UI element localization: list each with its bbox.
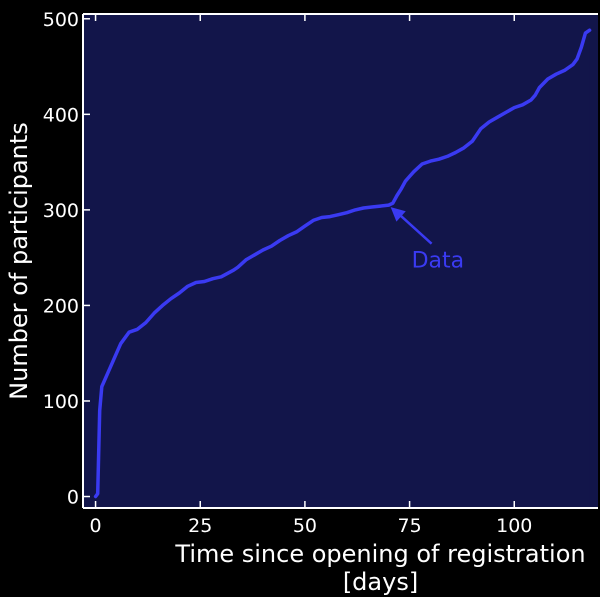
annotation-arrow-shaft	[395, 211, 433, 245]
y-axis-title: Number of participants	[5, 122, 33, 400]
annotations: Data	[390, 207, 465, 274]
x-axis-title-line: Time since opening of registration	[174, 540, 585, 568]
annotation-arrow-head	[390, 207, 406, 222]
annotation-label: Data	[412, 249, 465, 274]
x-tick-label: 0	[90, 515, 102, 537]
y-tick-label: 500	[43, 9, 79, 31]
x-tick-label: 75	[397, 515, 421, 537]
x-axis-title-line: [days]	[343, 568, 418, 596]
y-axis-ticks: 0 100 200 300 400 500	[43, 9, 90, 509]
y-tick-label: 100	[43, 391, 79, 413]
y-tick-label: 200	[43, 295, 79, 317]
y-tick-label: 0	[67, 487, 79, 509]
x-tick-label: 100	[496, 515, 532, 537]
x-axis-title: Time since opening of registration [days]	[174, 540, 585, 596]
series-line	[93, 28, 592, 499]
data-area	[83, 14, 598, 508]
y-tick-label: 300	[43, 200, 79, 222]
y-tick-label: 400	[43, 104, 79, 126]
x-tick-label: 25	[188, 515, 212, 537]
plot-frame	[82, 13, 598, 509]
series-area	[95, 30, 590, 508]
data-line	[93, 28, 592, 499]
x-axis-ticks: 0 25 50 75 100	[90, 14, 532, 537]
x-tick-label: 50	[293, 515, 317, 537]
